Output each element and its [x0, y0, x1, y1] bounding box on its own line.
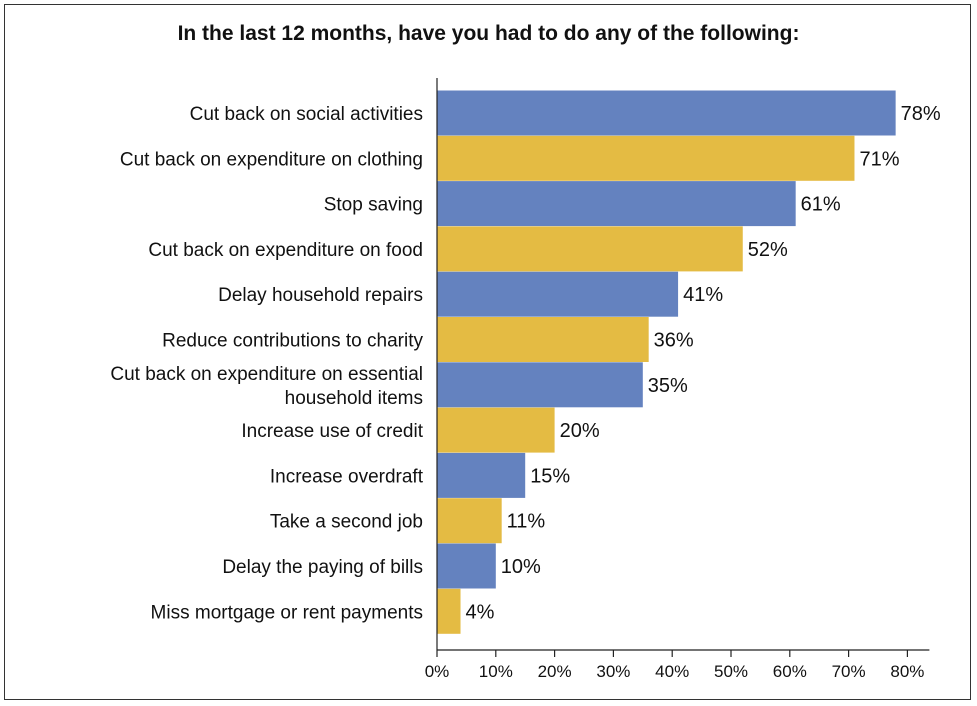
- x-tick-label-80: 80%: [890, 662, 924, 681]
- value-label-8: 20%: [560, 420, 600, 442]
- category-label-2: Cut back on expenditure on clothing: [120, 149, 423, 170]
- x-tick-label-10: 10%: [479, 662, 513, 681]
- x-tick-label-50: 50%: [714, 662, 748, 681]
- value-label-7: 35%: [648, 375, 688, 397]
- category-label-5: Delay household repairs: [218, 285, 423, 306]
- bar-4: [437, 226, 743, 272]
- category-label-12: Miss mortgage or rent payments: [151, 602, 423, 623]
- x-tick-label-20: 20%: [538, 662, 572, 681]
- bar-11: [437, 543, 496, 589]
- bar-10: [437, 498, 502, 544]
- value-label-10: 11%: [507, 511, 546, 533]
- value-label-1: 78%: [901, 103, 941, 125]
- value-label-4: 52%: [748, 239, 788, 261]
- x-tick-label-60: 60%: [773, 662, 807, 681]
- category-label-3: Stop saving: [324, 195, 423, 216]
- bar-6: [437, 317, 649, 362]
- value-label-12: 4%: [466, 601, 495, 623]
- value-label-5: 41%: [683, 284, 723, 306]
- bar-9: [437, 452, 526, 498]
- category-label-7-line-1: Cut back on expenditure on essential: [110, 364, 423, 385]
- value-label-6: 36%: [654, 330, 694, 352]
- x-tick-label-70: 70%: [832, 662, 866, 681]
- bar-1: [437, 90, 896, 136]
- value-label-11: 10%: [501, 556, 541, 578]
- x-tick-label-30: 30%: [596, 662, 630, 681]
- category-label-11: Delay the paying of bills: [222, 557, 423, 578]
- chart-title: In the last 12 months, have you had to d…: [177, 22, 800, 45]
- bar-7: [437, 362, 643, 408]
- bar-12: [437, 588, 461, 634]
- category-label-10: Take a second job: [270, 512, 423, 533]
- x-tick-label-0: 0%: [425, 662, 450, 681]
- bar-5: [437, 271, 679, 317]
- bar-8: [437, 407, 555, 453]
- category-label-7-line-2: household items: [285, 388, 423, 409]
- value-label-2: 71%: [859, 148, 899, 170]
- bar-2: [437, 135, 855, 181]
- category-label-6: Reduce contributions to charity: [162, 331, 423, 352]
- x-tick-label-40: 40%: [655, 662, 689, 681]
- value-label-9: 15%: [530, 465, 570, 487]
- category-label-4: Cut back on expenditure on food: [148, 240, 423, 261]
- bar-3: [437, 181, 796, 227]
- category-label-8: Increase use of credit: [241, 421, 423, 442]
- category-label-9: Increase overdraft: [270, 466, 424, 487]
- value-label-3: 61%: [801, 194, 841, 216]
- category-label-1: Cut back on social activities: [190, 104, 423, 125]
